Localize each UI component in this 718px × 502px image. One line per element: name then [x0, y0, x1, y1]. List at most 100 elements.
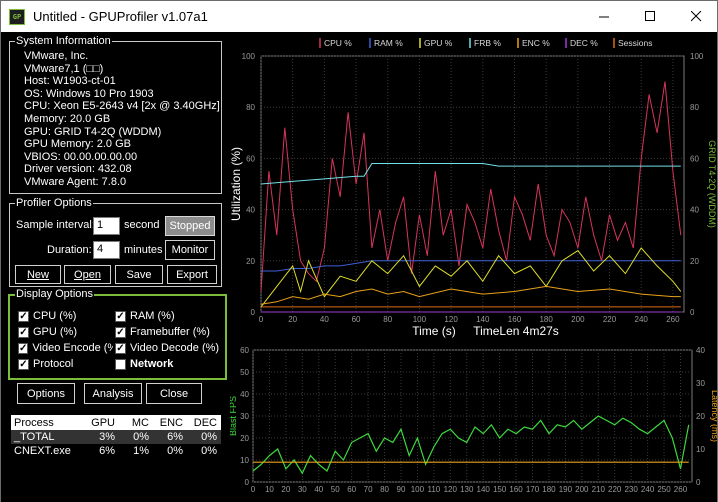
checkbox-label: Video Encode (%	[32, 342, 113, 354]
window-title: Untitled - GPUProfiler v1.07a1	[33, 9, 208, 24]
table-row[interactable]: CNEXT.exe 6% 1% 0% 0%	[11, 444, 221, 458]
legend-entry: RAM %	[374, 38, 403, 48]
check-icon: ✓	[115, 326, 126, 338]
display-options-group: Display Options ✓ CPU (%) ✓ RAM (%) ✓ GPU (…	[8, 287, 227, 380]
y2-tick-label: 40	[696, 346, 705, 355]
minimize-icon	[598, 16, 609, 18]
maximize-button[interactable]	[627, 1, 673, 32]
system-information-group: System Information VMware, Inc. VMware7,…	[9, 34, 222, 194]
title-bar: GP Untitled - GPUProfiler v1.07a1	[1, 1, 717, 32]
y-tick-label: 20	[246, 257, 255, 266]
monitor-button[interactable]: Monitor	[165, 240, 215, 260]
system-information-legend: System Information	[15, 34, 112, 48]
sysinfo-line: Driver version: 432.08	[24, 163, 132, 176]
table-cell: 3%	[99, 431, 115, 443]
y-tick-label: 30	[240, 412, 249, 421]
close-window-button[interactable]	[673, 1, 718, 32]
gpu-checkbox[interactable]: ✓ GPU (%)	[18, 326, 77, 338]
export-button[interactable]: Export	[167, 265, 217, 284]
options-button[interactable]: Options	[17, 383, 75, 404]
video-decode-checkbox[interactable]: ✓ Video Decode (%)	[115, 342, 219, 354]
y2-tick-label: 20	[696, 412, 705, 421]
x-tick-label: 50	[331, 485, 340, 494]
framebuffer-checkbox[interactable]: ✓ Framebuffer (%)	[115, 326, 210, 338]
y-tick-label: 80	[246, 103, 255, 112]
x-tick-label: 100	[413, 315, 427, 324]
x-tick-label: 60	[352, 315, 361, 324]
table-row[interactable]: _TOTAL 3% 0% 6% 0%	[11, 430, 221, 444]
legend-entry: GPU %	[424, 38, 453, 48]
x-tick-label: 200	[571, 315, 585, 324]
x-tick-label: 120	[444, 485, 458, 494]
network-checkbox[interactable]: Network	[115, 358, 173, 370]
minimize-button[interactable]	[581, 1, 627, 32]
x-tick-label: 70	[364, 485, 373, 494]
column-header[interactable]: ENC	[159, 416, 183, 429]
app-icon: GP	[9, 8, 25, 25]
sysinfo-line: VMware, Inc.	[24, 50, 89, 62]
cpu-checkbox[interactable]: ✓ CPU (%)	[18, 310, 76, 322]
y-tick-label: 0	[245, 478, 250, 487]
y2-tick-label: 80	[690, 103, 699, 112]
column-header[interactable]: Process	[14, 416, 54, 429]
blast-fps-chart[interactable]: 0 10 20 30 40 50 60 0 10 20 30 40 0 10 20 30 40 50 60 70 80 9…	[230, 342, 717, 502]
protocol-checkbox[interactable]: ✓ Protocol	[18, 358, 73, 370]
y2-tick-label: 10	[696, 445, 705, 454]
x-tick-label: 130	[460, 485, 474, 494]
x-tick-label: 250	[657, 485, 671, 494]
y2-axis-label: GRID T4-2Q (WDDM)	[707, 140, 717, 228]
x-tick-label: 240	[635, 315, 649, 324]
new-button[interactable]: New	[15, 265, 61, 284]
x-tick-label: 160	[509, 485, 523, 494]
ram-checkbox[interactable]: ✓ RAM (%)	[115, 310, 175, 322]
column-header[interactable]: DEC	[193, 416, 217, 429]
x-tick-label: 240	[641, 485, 655, 494]
close-button[interactable]: Close	[146, 383, 202, 404]
table-cell: 0%	[133, 431, 149, 443]
stopped-button[interactable]: Stopped	[165, 216, 215, 236]
x-tick-label: 200	[575, 485, 589, 494]
system-information-lines: VMware, Inc. VMware7,1 (□□) Host: W1903-…	[24, 50, 220, 189]
x-tick-label: 0	[259, 315, 264, 324]
series-line-enc	[260, 285, 681, 305]
checkbox-label: RAM (%)	[130, 310, 175, 322]
y2-tick-label: 60	[690, 154, 699, 163]
y2-tick-label: 0	[690, 308, 695, 317]
unchecked-box-icon	[115, 358, 126, 370]
client-area: System Information VMware, Inc. VMware7,…	[1, 32, 717, 502]
duration-input[interactable]: 4	[93, 241, 120, 259]
process-table-header: Process GPU MC ENC DEC	[11, 415, 221, 430]
analysis-button[interactable]: Analysis	[84, 383, 142, 404]
checkbox-label: Protocol	[33, 358, 74, 370]
y-tick-label: 0	[251, 308, 256, 317]
x-axis-label: Time (s)	[412, 324, 456, 338]
check-icon: ✓	[115, 342, 126, 354]
check-icon: ✓	[18, 342, 29, 354]
x-tick-label: 220	[608, 485, 622, 494]
checkbox-label: CPU (%)	[33, 310, 77, 322]
table-cell: 0%	[167, 445, 183, 457]
video-encode-checkbox[interactable]: ✓ Video Encode (%	[18, 342, 113, 354]
x-tick-label: 20	[288, 315, 297, 324]
plot-area	[260, 55, 685, 313]
sysinfo-line: VBIOS: 00.00.00.00.00	[24, 150, 138, 163]
y-tick-label: 20	[240, 434, 249, 443]
y2-tick-label: 40	[690, 206, 699, 215]
maximize-icon	[644, 11, 655, 21]
x-tick-label: 110	[427, 485, 440, 494]
x-tick-label: 180	[542, 485, 556, 494]
open-button[interactable]: Open	[64, 265, 111, 284]
save-button[interactable]: Save	[115, 265, 163, 284]
sample-interval-label: Sample interval:	[16, 219, 95, 231]
profiler-options-legend: Profiler Options	[15, 196, 93, 210]
table-cell: 6%	[167, 431, 183, 443]
sample-interval-input[interactable]: 1	[93, 217, 120, 235]
checkbox-label: GPU (%)	[33, 326, 77, 338]
series-line-frb	[260, 163, 681, 185]
column-header[interactable]: GPU	[91, 416, 115, 429]
column-header[interactable]: MC	[131, 416, 149, 429]
x-tick-label: 210	[592, 485, 606, 494]
x-tick-label: 0	[251, 485, 256, 494]
